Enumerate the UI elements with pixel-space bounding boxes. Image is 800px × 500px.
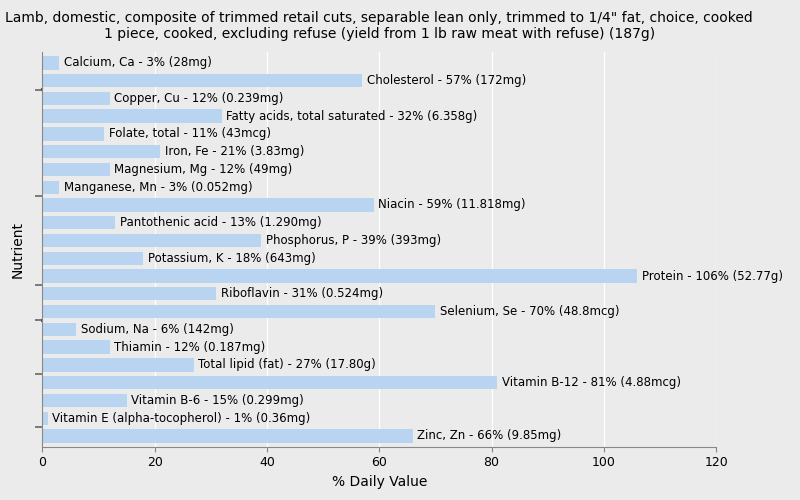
Text: Niacin - 59% (11.818mg): Niacin - 59% (11.818mg) (378, 198, 526, 211)
Bar (42, 412, 48, 425)
Text: Protein - 106% (52.77g): Protein - 106% (52.77g) (642, 270, 783, 282)
Text: Folate, total - 11% (43mcg): Folate, total - 11% (43mcg) (109, 128, 270, 140)
Text: Thiamin - 12% (0.187mg): Thiamin - 12% (0.187mg) (114, 340, 266, 353)
Text: Total lipid (fat) - 27% (17.80g): Total lipid (fat) - 27% (17.80g) (198, 358, 376, 372)
Title: Lamb, domestic, composite of trimmed retail cuts, separable lean only, trimmed t: Lamb, domestic, composite of trimmed ret… (6, 11, 753, 42)
Text: Vitamin B-12 - 81% (4.88mcg): Vitamin B-12 - 81% (4.88mcg) (502, 376, 681, 389)
Bar (42, 180, 59, 194)
Bar (42, 234, 262, 247)
Text: Potassium, K - 18% (643mg): Potassium, K - 18% (643mg) (148, 252, 316, 265)
Bar (42, 287, 216, 300)
Text: Copper, Cu - 12% (0.239mg): Copper, Cu - 12% (0.239mg) (114, 92, 283, 105)
Bar (42, 145, 160, 158)
Bar (42, 376, 497, 390)
Text: Vitamin B-6 - 15% (0.299mg): Vitamin B-6 - 15% (0.299mg) (131, 394, 304, 407)
Text: Sodium, Na - 6% (142mg): Sodium, Na - 6% (142mg) (81, 323, 234, 336)
Bar (42, 340, 110, 354)
Bar (42, 358, 194, 372)
Bar (42, 110, 222, 123)
Bar (42, 56, 59, 70)
Bar (42, 305, 435, 318)
Bar (42, 322, 76, 336)
Text: Calcium, Ca - 3% (28mg): Calcium, Ca - 3% (28mg) (64, 56, 211, 70)
Text: Pantothenic acid - 13% (1.290mg): Pantothenic acid - 13% (1.290mg) (120, 216, 322, 230)
Bar (42, 163, 110, 176)
Bar (42, 92, 110, 105)
Text: Manganese, Mn - 3% (0.052mg): Manganese, Mn - 3% (0.052mg) (64, 180, 252, 194)
Bar (42, 216, 115, 230)
Bar (42, 270, 638, 282)
Bar (42, 74, 362, 88)
Text: Phosphorus, P - 39% (393mg): Phosphorus, P - 39% (393mg) (266, 234, 441, 247)
Text: Cholesterol - 57% (172mg): Cholesterol - 57% (172mg) (367, 74, 526, 87)
Text: Zinc, Zn - 66% (9.85mg): Zinc, Zn - 66% (9.85mg) (418, 430, 562, 442)
Bar (42, 394, 126, 407)
Bar (42, 252, 143, 265)
Text: Selenium, Se - 70% (48.8mcg): Selenium, Se - 70% (48.8mcg) (440, 305, 619, 318)
Bar (42, 198, 374, 211)
Text: Riboflavin - 31% (0.524mg): Riboflavin - 31% (0.524mg) (221, 288, 383, 300)
Text: Fatty acids, total saturated - 32% (6.358g): Fatty acids, total saturated - 32% (6.35… (226, 110, 478, 122)
Text: Vitamin E (alpha-tocopherol) - 1% (0.36mg): Vitamin E (alpha-tocopherol) - 1% (0.36m… (53, 412, 310, 424)
X-axis label: % Daily Value: % Daily Value (331, 475, 427, 489)
Bar (42, 430, 413, 442)
Text: Magnesium, Mg - 12% (49mg): Magnesium, Mg - 12% (49mg) (114, 163, 293, 176)
Bar (42, 128, 104, 140)
Y-axis label: Nutrient: Nutrient (11, 221, 25, 278)
Text: Iron, Fe - 21% (3.83mg): Iron, Fe - 21% (3.83mg) (165, 145, 304, 158)
